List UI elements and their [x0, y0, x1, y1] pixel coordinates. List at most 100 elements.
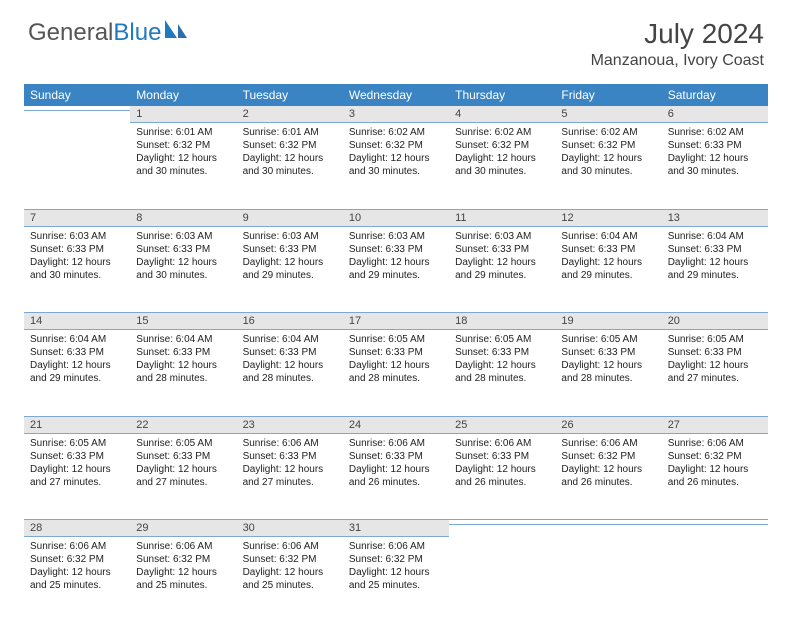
sunset-text: Sunset: 6:33 PM — [136, 346, 230, 359]
day-cell: Sunrise: 6:03 AMSunset: 6:33 PMDaylight:… — [449, 227, 555, 313]
day-cell: Sunrise: 6:03 AMSunset: 6:33 PMDaylight:… — [24, 227, 130, 313]
day-cell-header: 12 — [555, 209, 661, 227]
logo-text-2: Blue — [113, 19, 161, 47]
day-cell: Sunrise: 6:02 AMSunset: 6:32 PMDaylight:… — [343, 123, 449, 209]
weekday-header: Sunday — [24, 84, 130, 106]
day-number: 13 — [662, 210, 768, 227]
day-cell-header: 7 — [24, 209, 130, 227]
sunset-text: Sunset: 6:32 PM — [349, 553, 443, 566]
sunrise-text: Sunrise: 6:06 AM — [30, 540, 124, 553]
day-content: Sunrise: 6:03 AMSunset: 6:33 PMDaylight:… — [24, 227, 130, 286]
day-content: Sunrise: 6:06 AMSunset: 6:33 PMDaylight:… — [449, 434, 555, 493]
sunset-text: Sunset: 6:33 PM — [136, 450, 230, 463]
week-row: Sunrise: 6:05 AMSunset: 6:33 PMDaylight:… — [24, 434, 768, 520]
day-cell-header: 13 — [662, 209, 768, 227]
day-number: 18 — [449, 313, 555, 330]
daylight-text: Daylight: 12 hours and 30 minutes. — [30, 256, 124, 282]
day-cell: Sunrise: 6:06 AMSunset: 6:32 PMDaylight:… — [130, 537, 236, 623]
day-cell-header — [555, 520, 661, 538]
day-cell-header: 14 — [24, 313, 130, 331]
day-cell: Sunrise: 6:05 AMSunset: 6:33 PMDaylight:… — [343, 330, 449, 416]
sunrise-text: Sunrise: 6:06 AM — [136, 540, 230, 553]
day-number: 24 — [343, 417, 449, 434]
logo: GeneralBlue — [28, 18, 189, 47]
day-cell: Sunrise: 6:06 AMSunset: 6:32 PMDaylight:… — [237, 537, 343, 623]
day-content: Sunrise: 6:02 AMSunset: 6:33 PMDaylight:… — [662, 123, 768, 182]
daylight-text: Daylight: 12 hours and 30 minutes. — [136, 152, 230, 178]
day-content: Sunrise: 6:06 AMSunset: 6:33 PMDaylight:… — [237, 434, 343, 493]
sunrise-text: Sunrise: 6:03 AM — [136, 230, 230, 243]
day-content: Sunrise: 6:04 AMSunset: 6:33 PMDaylight:… — [662, 227, 768, 286]
day-number: 21 — [24, 417, 130, 434]
day-content: Sunrise: 6:03 AMSunset: 6:33 PMDaylight:… — [130, 227, 236, 286]
daylight-text: Daylight: 12 hours and 28 minutes. — [561, 359, 655, 385]
day-number: 19 — [555, 313, 661, 330]
day-cell — [662, 537, 768, 623]
day-number: 14 — [24, 313, 130, 330]
day-number: 16 — [237, 313, 343, 330]
day-content: Sunrise: 6:06 AMSunset: 6:32 PMDaylight:… — [130, 537, 236, 596]
day-content: Sunrise: 6:05 AMSunset: 6:33 PMDaylight:… — [662, 330, 768, 389]
sunset-text: Sunset: 6:33 PM — [243, 243, 337, 256]
day-number — [555, 520, 661, 525]
day-content: Sunrise: 6:05 AMSunset: 6:33 PMDaylight:… — [343, 330, 449, 389]
sunrise-text: Sunrise: 6:04 AM — [561, 230, 655, 243]
day-cell: Sunrise: 6:06 AMSunset: 6:33 PMDaylight:… — [237, 434, 343, 520]
day-cell: Sunrise: 6:06 AMSunset: 6:33 PMDaylight:… — [343, 434, 449, 520]
day-content: Sunrise: 6:04 AMSunset: 6:33 PMDaylight:… — [555, 227, 661, 286]
daylight-text: Daylight: 12 hours and 29 minutes. — [455, 256, 549, 282]
location: Manzanoua, Ivory Coast — [591, 52, 764, 70]
day-cell: Sunrise: 6:01 AMSunset: 6:32 PMDaylight:… — [237, 123, 343, 209]
daylight-text: Daylight: 12 hours and 30 minutes. — [136, 256, 230, 282]
day-content: Sunrise: 6:02 AMSunset: 6:32 PMDaylight:… — [343, 123, 449, 182]
day-content: Sunrise: 6:01 AMSunset: 6:32 PMDaylight:… — [130, 123, 236, 182]
daynum-row: 78910111213 — [24, 209, 768, 227]
day-cell: Sunrise: 6:04 AMSunset: 6:33 PMDaylight:… — [662, 227, 768, 313]
sunset-text: Sunset: 6:32 PM — [668, 450, 762, 463]
sunrise-text: Sunrise: 6:03 AM — [349, 230, 443, 243]
day-cell-header — [449, 520, 555, 538]
day-number: 11 — [449, 210, 555, 227]
weekday-header: Thursday — [449, 84, 555, 106]
day-cell — [555, 537, 661, 623]
logo-sail-icon — [163, 18, 189, 47]
daylight-text: Daylight: 12 hours and 25 minutes. — [349, 566, 443, 592]
day-cell: Sunrise: 6:06 AMSunset: 6:32 PMDaylight:… — [343, 537, 449, 623]
sunset-text: Sunset: 6:33 PM — [349, 346, 443, 359]
sunset-text: Sunset: 6:32 PM — [243, 553, 337, 566]
day-number: 25 — [449, 417, 555, 434]
sunset-text: Sunset: 6:32 PM — [561, 139, 655, 152]
sunset-text: Sunset: 6:32 PM — [561, 450, 655, 463]
day-cell: Sunrise: 6:05 AMSunset: 6:33 PMDaylight:… — [555, 330, 661, 416]
month-title: July 2024 — [591, 18, 764, 50]
daylight-text: Daylight: 12 hours and 26 minutes. — [455, 463, 549, 489]
sunrise-text: Sunrise: 6:01 AM — [136, 126, 230, 139]
sunset-text: Sunset: 6:33 PM — [30, 346, 124, 359]
day-cell: Sunrise: 6:03 AMSunset: 6:33 PMDaylight:… — [130, 227, 236, 313]
daylight-text: Daylight: 12 hours and 30 minutes. — [349, 152, 443, 178]
day-number: 30 — [237, 520, 343, 537]
sunrise-text: Sunrise: 6:05 AM — [349, 333, 443, 346]
weekday-header: Wednesday — [343, 84, 449, 106]
daylight-text: Daylight: 12 hours and 30 minutes. — [668, 152, 762, 178]
day-number: 15 — [130, 313, 236, 330]
daylight-text: Daylight: 12 hours and 25 minutes. — [243, 566, 337, 592]
sunrise-text: Sunrise: 6:04 AM — [136, 333, 230, 346]
day-cell: Sunrise: 6:06 AMSunset: 6:32 PMDaylight:… — [662, 434, 768, 520]
sunrise-text: Sunrise: 6:01 AM — [243, 126, 337, 139]
weekday-header: Saturday — [662, 84, 768, 106]
sunrise-text: Sunrise: 6:06 AM — [561, 437, 655, 450]
day-cell: Sunrise: 6:01 AMSunset: 6:32 PMDaylight:… — [130, 123, 236, 209]
daylight-text: Daylight: 12 hours and 29 minutes. — [561, 256, 655, 282]
day-number: 28 — [24, 520, 130, 537]
sunrise-text: Sunrise: 6:06 AM — [243, 540, 337, 553]
daylight-text: Daylight: 12 hours and 29 minutes. — [349, 256, 443, 282]
day-content: Sunrise: 6:04 AMSunset: 6:33 PMDaylight:… — [130, 330, 236, 389]
day-cell-header: 2 — [237, 106, 343, 123]
day-content: Sunrise: 6:05 AMSunset: 6:33 PMDaylight:… — [555, 330, 661, 389]
day-number: 12 — [555, 210, 661, 227]
day-content: Sunrise: 6:05 AMSunset: 6:33 PMDaylight:… — [449, 330, 555, 389]
weekday-header-row: Sunday Monday Tuesday Wednesday Thursday… — [24, 84, 768, 106]
daylight-text: Daylight: 12 hours and 28 minutes. — [136, 359, 230, 385]
title-block: July 2024 Manzanoua, Ivory Coast — [591, 18, 764, 70]
